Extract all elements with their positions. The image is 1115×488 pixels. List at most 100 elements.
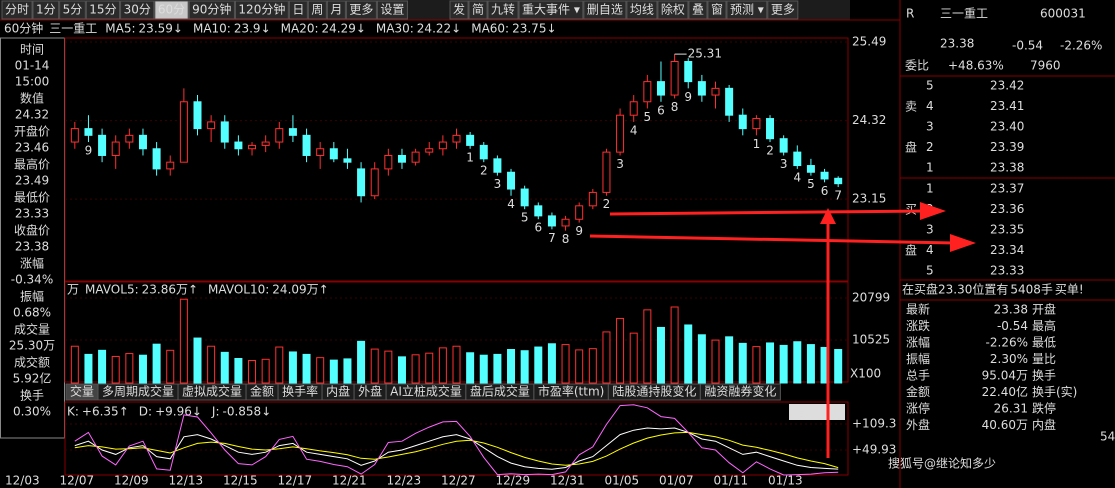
indicator-tab[interactable]: 换手率 bbox=[282, 384, 318, 399]
indicator-tab[interactable]: 多周期成交量 bbox=[102, 384, 174, 399]
indicator-tab[interactable]: 外盘 bbox=[358, 384, 382, 399]
indicator-tab[interactable]: 盘后成交量 bbox=[470, 384, 530, 399]
period-button[interactable]: 周 bbox=[311, 3, 323, 17]
tool-button[interactable]: 除权 bbox=[661, 2, 685, 17]
candle-body bbox=[302, 134, 311, 156]
period-button[interactable]: 120分钟 bbox=[238, 2, 285, 17]
td-label: 4 bbox=[507, 197, 515, 211]
period-button[interactable]: 分时 bbox=[5, 3, 29, 17]
tool-button-bg bbox=[626, 0, 658, 20]
help-button[interactable]: 指标说明 bbox=[793, 404, 841, 419]
candle-body bbox=[520, 188, 529, 207]
td-label: 6 bbox=[534, 221, 542, 235]
stat-label: 外盘 bbox=[906, 417, 930, 432]
buy-price: 23.34 bbox=[990, 243, 1024, 257]
period-button[interactable]: 日 bbox=[292, 3, 304, 17]
period-button[interactable]: 15分 bbox=[89, 3, 116, 17]
period-button[interactable]: 60分 bbox=[158, 3, 185, 17]
volume-bar bbox=[493, 353, 502, 384]
ma-value: 23.75 bbox=[512, 22, 546, 36]
indicator-tab[interactable]: 融资融券变化 bbox=[704, 384, 776, 399]
volume-bar bbox=[288, 351, 297, 384]
watermark: 搜狐号@继论知多少 bbox=[888, 456, 996, 471]
candle-body bbox=[479, 144, 488, 160]
candle-body bbox=[793, 151, 802, 167]
candle-body bbox=[275, 128, 284, 143]
volume-bar bbox=[616, 317, 625, 384]
candle-body bbox=[779, 138, 788, 153]
arrow-head bbox=[950, 234, 976, 252]
ratio: +48.63% bbox=[948, 59, 1004, 73]
period-button[interactable]: 90分钟 bbox=[192, 2, 231, 17]
period-button[interactable]: 月 bbox=[330, 3, 342, 17]
indicator-tab[interactable]: 交量 bbox=[70, 384, 94, 399]
stat-label: 量比 bbox=[1032, 352, 1056, 366]
kdj-line bbox=[74, 404, 839, 476]
stat-label: 涨跌 bbox=[906, 318, 930, 333]
candle-body bbox=[561, 218, 570, 227]
period-button[interactable]: 设置 bbox=[380, 3, 404, 17]
candle-body bbox=[384, 154, 393, 170]
tool-button[interactable]: 预测 ▾ bbox=[730, 3, 764, 17]
label: MA20: bbox=[281, 22, 319, 36]
flag: R bbox=[906, 7, 914, 21]
y-tick-label: +109.3 bbox=[852, 416, 896, 430]
tool-button[interactable]: 简 bbox=[472, 3, 484, 17]
indicator-tab[interactable]: 金额 bbox=[250, 384, 274, 399]
indicator-tab[interactable]: 市盈率(ttm) bbox=[538, 384, 604, 399]
tool-button[interactable]: 重大事件 ▾ bbox=[522, 3, 580, 17]
period-button[interactable]: 1分 bbox=[36, 3, 56, 17]
td-label: 1 bbox=[466, 150, 474, 164]
period-button[interactable]: 更多 bbox=[349, 3, 373, 17]
period-button-bg bbox=[32, 0, 60, 20]
td-label: 9 bbox=[684, 90, 692, 104]
volume-bar bbox=[520, 350, 529, 384]
tool-button[interactable]: 发 bbox=[453, 2, 465, 17]
period-button[interactable]: 5分 bbox=[63, 3, 83, 17]
level: 5 bbox=[926, 264, 934, 278]
stat-value: 23.38 bbox=[994, 303, 1028, 317]
info-label: 最低价 bbox=[14, 191, 50, 205]
buy-price: 23.35 bbox=[990, 223, 1024, 237]
volume-bar bbox=[507, 348, 516, 384]
td-label: 6 bbox=[657, 103, 665, 117]
volume-bar bbox=[357, 340, 366, 384]
label: 买单! bbox=[1055, 283, 1084, 297]
tool-button[interactable]: 均线 bbox=[630, 3, 654, 17]
unit: 万 bbox=[67, 283, 79, 297]
arrow-head bbox=[920, 202, 946, 220]
info-value: -0.34% bbox=[11, 273, 53, 287]
indicator-tab[interactable]: 虚拟成交量 bbox=[182, 384, 242, 399]
x-tick-label: 01/05 bbox=[605, 474, 640, 488]
volume-bar bbox=[547, 343, 556, 384]
info-label: 时间 bbox=[20, 43, 44, 57]
info-label: 开盘价 bbox=[14, 124, 50, 139]
indicator-tab[interactable]: 陆股通持股变化 bbox=[612, 384, 696, 399]
tool-button[interactable]: 九转 bbox=[491, 2, 515, 17]
candle-body bbox=[629, 101, 638, 116]
unit-label: X100 bbox=[850, 367, 881, 381]
volume-bar bbox=[411, 354, 420, 384]
buy-price: 23.33 bbox=[990, 264, 1024, 278]
tool-button[interactable]: 更多 bbox=[771, 3, 795, 17]
volume-bar bbox=[98, 349, 107, 384]
stat-value: 54 bbox=[1100, 430, 1115, 444]
td-label: 6 bbox=[821, 184, 829, 198]
sell-price: 23.40 bbox=[990, 120, 1024, 134]
tool-button[interactable]: 删自选 bbox=[587, 3, 623, 17]
candle-body bbox=[70, 128, 79, 143]
candle-body bbox=[806, 165, 815, 173]
period-button[interactable]: 30分 bbox=[124, 3, 151, 17]
indicator-tab[interactable]: 内盘 bbox=[326, 384, 350, 399]
candle-body bbox=[697, 81, 706, 96]
ratio-diff: 7960 bbox=[1030, 59, 1061, 73]
stock-code: 600031 bbox=[1040, 7, 1086, 21]
period-button-bg bbox=[188, 0, 235, 20]
tool-button[interactable]: 窗 bbox=[711, 3, 723, 17]
volume-bar bbox=[806, 344, 815, 384]
label: ↑ bbox=[188, 283, 198, 297]
level: 4 bbox=[926, 243, 934, 257]
indicator-tab[interactable]: AI立桩成交量 bbox=[390, 384, 462, 399]
tool-button[interactable]: 叠 bbox=[692, 3, 704, 17]
y-tick-label: 24.32 bbox=[852, 113, 886, 127]
